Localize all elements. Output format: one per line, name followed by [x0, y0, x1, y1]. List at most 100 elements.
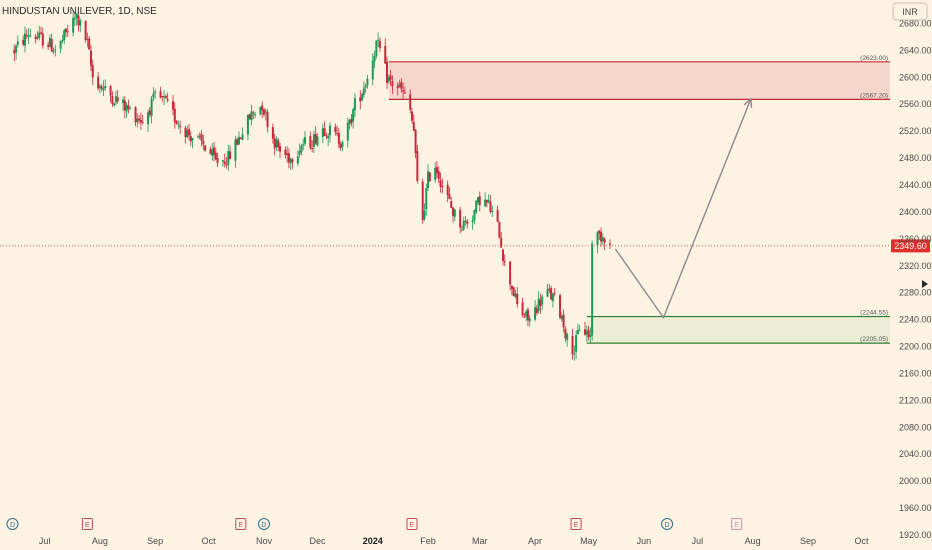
- candle-body: [460, 229, 463, 231]
- candle-body: [362, 88, 365, 96]
- candle-body: [175, 121, 178, 124]
- candle-body: [15, 45, 18, 53]
- candle-body: [154, 91, 157, 93]
- x-tick-label: Feb: [420, 536, 436, 546]
- candle-body: [225, 164, 228, 166]
- candle-body: [323, 128, 326, 136]
- candle-body: [179, 125, 182, 127]
- candle-body: [264, 111, 267, 113]
- candle-body: [266, 112, 269, 128]
- candle-body: [521, 302, 524, 316]
- candle-body: [566, 334, 569, 340]
- candle-body: [336, 132, 339, 134]
- candle-body: [603, 238, 606, 243]
- candle-body: [325, 135, 328, 137]
- candle-body: [559, 295, 562, 318]
- candle-body: [541, 296, 544, 305]
- candle-body: [34, 36, 37, 40]
- candle-body: [41, 33, 44, 46]
- event-marker-dividend_future[interactable]: D: [661, 518, 674, 530]
- candle-body: [40, 32, 43, 34]
- candle-body: [123, 100, 126, 111]
- candle-body: [500, 237, 503, 248]
- candle-body: [159, 91, 162, 98]
- x-tick-label: Oct: [202, 536, 217, 546]
- candle-body: [416, 151, 419, 182]
- candle-body: [138, 118, 141, 121]
- candle-body: [54, 49, 57, 51]
- candle-body: [200, 133, 203, 141]
- candle-body: [72, 17, 75, 33]
- candle-body: [402, 90, 405, 92]
- candle-body: [487, 200, 490, 203]
- candle-body: [421, 181, 424, 221]
- candle-body: [89, 50, 92, 66]
- candle-body: [475, 200, 478, 213]
- earnings-letter: E: [734, 522, 739, 529]
- scale-arrow-icon[interactable]: [922, 280, 928, 288]
- candle-body: [50, 39, 53, 52]
- candle-body: [172, 101, 175, 110]
- candle-body: [311, 147, 314, 149]
- currency-button[interactable]: INR: [892, 2, 928, 21]
- event-marker-earnings[interactable]: E: [235, 518, 247, 530]
- candle-body: [27, 35, 30, 37]
- last-price-label: 2349.60: [894, 241, 927, 251]
- candle-body: [466, 221, 469, 224]
- candle-body: [211, 149, 214, 156]
- candle-body: [248, 114, 251, 120]
- candle-body: [448, 194, 451, 200]
- dividend-icon: [661, 518, 674, 530]
- y-tick-label: 2000.00: [899, 476, 932, 486]
- candle-body: [452, 207, 455, 216]
- candle-body: [366, 78, 369, 86]
- candle-body: [446, 184, 449, 196]
- event-marker-earnings_future[interactable]: E: [731, 518, 743, 530]
- last-price-badge[interactable]: [891, 239, 930, 253]
- resistance-zone[interactable]: [388, 61, 890, 100]
- candle-body: [29, 35, 32, 37]
- event-marker-earnings[interactable]: E: [406, 518, 418, 530]
- y-tick-label: 2120.00: [899, 395, 932, 405]
- event-marker-dividend[interactable]: D: [257, 518, 270, 530]
- candle-body: [364, 85, 367, 88]
- candle-body: [48, 38, 51, 48]
- candle-body: [312, 134, 315, 147]
- candle-body: [428, 172, 431, 182]
- event-marker-dividend[interactable]: D: [6, 518, 19, 530]
- candle-body: [391, 80, 394, 87]
- x-tick-label: Apr: [528, 536, 542, 546]
- candle-body: [427, 171, 430, 188]
- candle-body: [398, 83, 401, 87]
- x-tick-label: Sep: [800, 536, 816, 546]
- candle-body: [204, 145, 207, 151]
- candle-body: [161, 95, 164, 97]
- projection-path[interactable]: [614, 98, 752, 320]
- candle-body: [473, 210, 476, 221]
- candle-body: [16, 41, 19, 45]
- chart-title: HINDUSTAN UNILEVER, 1D, NSE: [2, 6, 157, 17]
- candle-body: [73, 18, 76, 20]
- y-axis-area[interactable]: [890, 0, 932, 550]
- candle-body: [437, 171, 440, 180]
- x-tick-label: Jul: [39, 536, 51, 546]
- candle-body: [23, 33, 26, 46]
- candle-body: [303, 137, 306, 144]
- candle-body: [587, 329, 590, 338]
- support-zone[interactable]: [586, 316, 890, 344]
- candle-body: [534, 307, 537, 320]
- candle-body: [496, 209, 499, 222]
- event-marker-earnings[interactable]: E: [81, 518, 93, 530]
- event-marker-earnings[interactable]: E: [570, 518, 582, 530]
- candle-body: [359, 97, 362, 102]
- candle-body: [25, 35, 28, 37]
- candle-body: [476, 197, 479, 203]
- candle-body: [509, 261, 512, 285]
- candle-body: [191, 138, 194, 141]
- candle-body: [300, 145, 303, 153]
- candle-body: [88, 38, 91, 50]
- candle-body: [371, 60, 374, 80]
- candle-body: [202, 140, 205, 145]
- candle-body: [350, 118, 353, 124]
